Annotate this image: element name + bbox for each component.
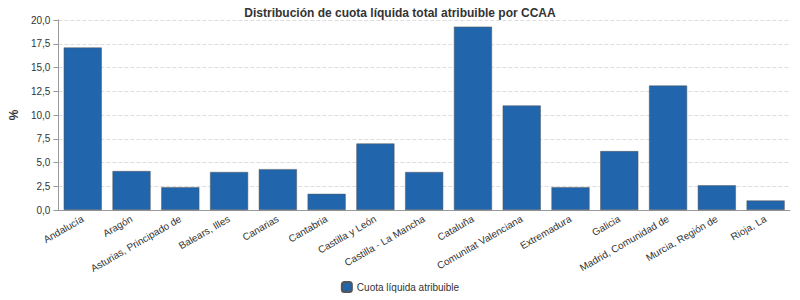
svg-text:Andalucía: Andalucía xyxy=(42,213,86,245)
svg-text:Comunitat Valenciana: Comunitat Valenciana xyxy=(435,213,525,271)
svg-text:Galicia: Galicia xyxy=(590,213,622,238)
svg-text:0,0: 0,0 xyxy=(36,205,50,216)
svg-text:Canarias: Canarias xyxy=(240,213,280,243)
svg-text:Castilla y León: Castilla y León xyxy=(315,213,379,256)
svg-text:Balears, Illes: Balears, Illes xyxy=(177,213,232,251)
svg-text:7,5: 7,5 xyxy=(36,133,50,144)
svg-text:Distribución de cuota líquida: Distribución de cuota líquida total atri… xyxy=(244,6,556,20)
svg-text:12,5: 12,5 xyxy=(31,86,51,97)
svg-text:17,5: 17,5 xyxy=(31,38,51,49)
svg-text:Asturias, Principado de: Asturias, Principado de xyxy=(89,213,184,274)
svg-text:Extremadura: Extremadura xyxy=(518,213,573,251)
svg-text:Castilla - La Mancha: Castilla - La Mancha xyxy=(343,213,428,268)
svg-text:Madrid, Comunidad de: Madrid, Comunidad de xyxy=(578,213,671,273)
svg-text:15,0: 15,0 xyxy=(31,62,51,73)
svg-text:Cantabria: Cantabria xyxy=(286,213,329,244)
svg-text:Murcia, Región de: Murcia, Región de xyxy=(644,213,720,263)
svg-text:Aragón: Aragón xyxy=(101,213,134,239)
svg-text:10,0: 10,0 xyxy=(31,110,51,121)
svg-text:20,0: 20,0 xyxy=(31,15,51,26)
svg-text:Rioja, La: Rioja, La xyxy=(729,213,769,242)
svg-text:2,5: 2,5 xyxy=(36,181,50,192)
svg-text:%: % xyxy=(7,109,21,120)
svg-text:Cuota líquida atribuible: Cuota líquida atribuible xyxy=(357,282,460,293)
svg-text:Cataluña: Cataluña xyxy=(436,213,476,243)
svg-text:5,0: 5,0 xyxy=(36,157,50,168)
